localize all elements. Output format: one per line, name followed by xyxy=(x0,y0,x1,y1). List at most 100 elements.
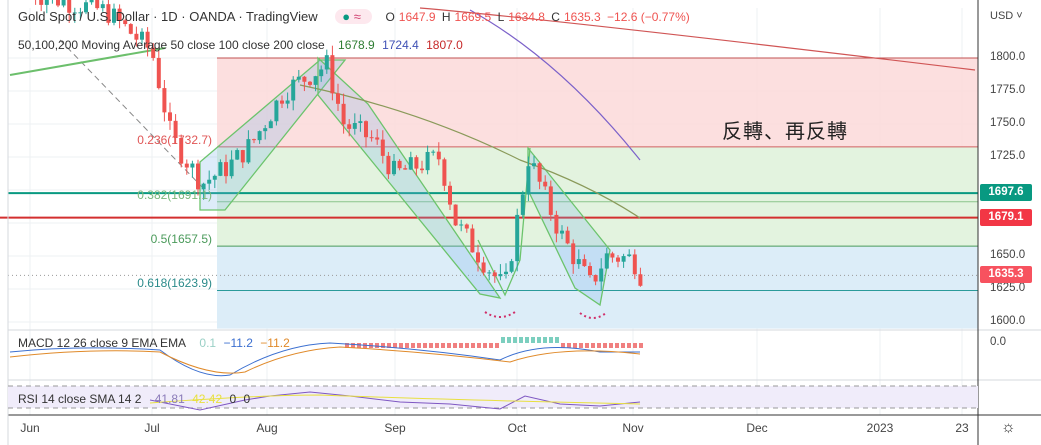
candle-body xyxy=(537,163,542,182)
candle-body xyxy=(184,163,189,168)
candle-body xyxy=(196,163,200,190)
macd-histogram-bar xyxy=(567,343,571,348)
candle-body xyxy=(201,183,206,190)
candle-body xyxy=(44,0,49,5)
candle-body xyxy=(106,4,111,23)
candle-body xyxy=(408,157,413,170)
candle-body xyxy=(509,261,514,272)
macd-histogram-bar xyxy=(537,337,541,343)
annotation-text: 反轉、再反轉 xyxy=(722,119,848,143)
macd-legend[interactable]: MACD 12 26 close 9 EMA EMA 0.1 −11.2 −11… xyxy=(18,336,290,350)
candle-body xyxy=(296,76,301,80)
macd-histogram-bar xyxy=(381,343,385,348)
candle-body xyxy=(224,162,228,177)
candle-body xyxy=(476,252,480,263)
rsi-band xyxy=(8,386,978,408)
time-tick-label: Dec xyxy=(746,421,768,435)
candle-body xyxy=(543,181,548,187)
macd-histogram-bar xyxy=(453,343,457,348)
ohlc-readout: O 1647.9 H 1669.5 L 1634.8 C 1635.3 −12.6 (−… xyxy=(385,10,690,24)
macd-histogram-bar xyxy=(525,337,529,343)
symbol-title[interactable]: Gold Spot / U.S. Dollar · 1D · OANDA · T… xyxy=(18,9,318,24)
bottom-arc-1 xyxy=(484,311,516,318)
fib-zone-blue xyxy=(217,246,978,329)
macd-histogram-bar xyxy=(489,343,493,348)
candle-body xyxy=(72,12,77,14)
macd-histogram-bar xyxy=(633,343,637,348)
macd-histogram-bar xyxy=(609,343,613,348)
macd-histogram-bar xyxy=(555,337,559,343)
price-tag: 1679.1 xyxy=(980,208,1032,226)
candle-body xyxy=(481,262,486,273)
candle-body xyxy=(117,8,122,21)
candle-body xyxy=(168,112,172,121)
candle-body xyxy=(632,254,637,275)
macd-histogram-bar xyxy=(627,343,631,348)
macd-histogram-bar xyxy=(543,337,547,343)
candle-body xyxy=(414,157,419,169)
macd-histogram-bar xyxy=(447,343,451,348)
candle-body xyxy=(380,139,385,156)
candle-body xyxy=(627,254,632,257)
candle-body xyxy=(548,186,553,215)
candle-body xyxy=(593,275,598,282)
candle-body xyxy=(61,0,66,6)
candle-body xyxy=(515,214,520,262)
candle-body xyxy=(492,272,497,277)
ma-legend[interactable]: 50,100,200 Moving Average 50 close 100 c… xyxy=(18,38,463,52)
macd-histogram-bar xyxy=(435,343,439,348)
candle-body xyxy=(285,100,290,104)
candle-body xyxy=(156,57,161,89)
candle-body xyxy=(39,0,44,5)
fib-level-label: 0.5(1657.5) xyxy=(150,232,212,247)
candle-body xyxy=(235,150,240,160)
candle-body xyxy=(179,138,184,164)
trendline-green xyxy=(9,47,166,76)
candle-body xyxy=(532,163,536,167)
candle-body xyxy=(123,20,128,25)
candle-body xyxy=(369,137,374,139)
candle-body xyxy=(112,8,116,23)
candle-body xyxy=(442,159,447,186)
time-tick-label: Nov xyxy=(622,421,644,435)
macd-histogram-bar xyxy=(573,343,577,348)
ma50-line xyxy=(299,84,641,219)
macd-histogram-bar xyxy=(471,343,475,348)
price-tick-label: 1625.0 xyxy=(990,282,1026,294)
time-tick-label: 23 xyxy=(955,421,969,435)
candle-body xyxy=(364,121,368,138)
rsi-line xyxy=(149,391,641,411)
macd-histogram-bar xyxy=(597,343,601,348)
macd-histogram-bar xyxy=(411,343,415,348)
macd-line xyxy=(9,342,640,377)
candle-body xyxy=(616,257,620,262)
price-tag: 1697.6 xyxy=(980,184,1032,202)
candle-body xyxy=(319,69,324,77)
price-tag: 1635.3 xyxy=(980,266,1032,284)
macd-histogram-bar xyxy=(375,343,379,348)
candle-body xyxy=(128,24,133,34)
macd-zero-label: 0.0 xyxy=(990,336,1006,348)
candle-body xyxy=(274,100,279,122)
candle-body xyxy=(582,259,587,267)
settings-gear-icon[interactable]: ☼ xyxy=(1001,419,1016,436)
macd-histogram-bar xyxy=(423,343,427,348)
macd-histogram-bar xyxy=(585,343,589,348)
candle-body xyxy=(453,204,458,226)
bottom-arc-2 xyxy=(579,312,607,319)
candle-body xyxy=(89,0,94,3)
rsi-legend[interactable]: RSI 14 close SMA 14 2 41.81 42.42 0 0 xyxy=(18,392,251,406)
rsi-sma-line xyxy=(149,394,641,405)
candle-body xyxy=(252,139,256,141)
candle-body xyxy=(554,214,559,234)
currency-selector[interactable]: USD ˅ xyxy=(990,10,1023,22)
candle-body xyxy=(420,168,424,171)
candle-body xyxy=(240,150,245,163)
time-tick-label: 2023 xyxy=(866,421,894,435)
macd-histogram-bar xyxy=(615,343,619,348)
macd-histogram-bar xyxy=(519,337,523,343)
ma100-value: 1724.4 xyxy=(382,38,419,52)
candle-body xyxy=(565,230,570,244)
fib-level-label: 0.618(1623.9) xyxy=(137,276,212,291)
